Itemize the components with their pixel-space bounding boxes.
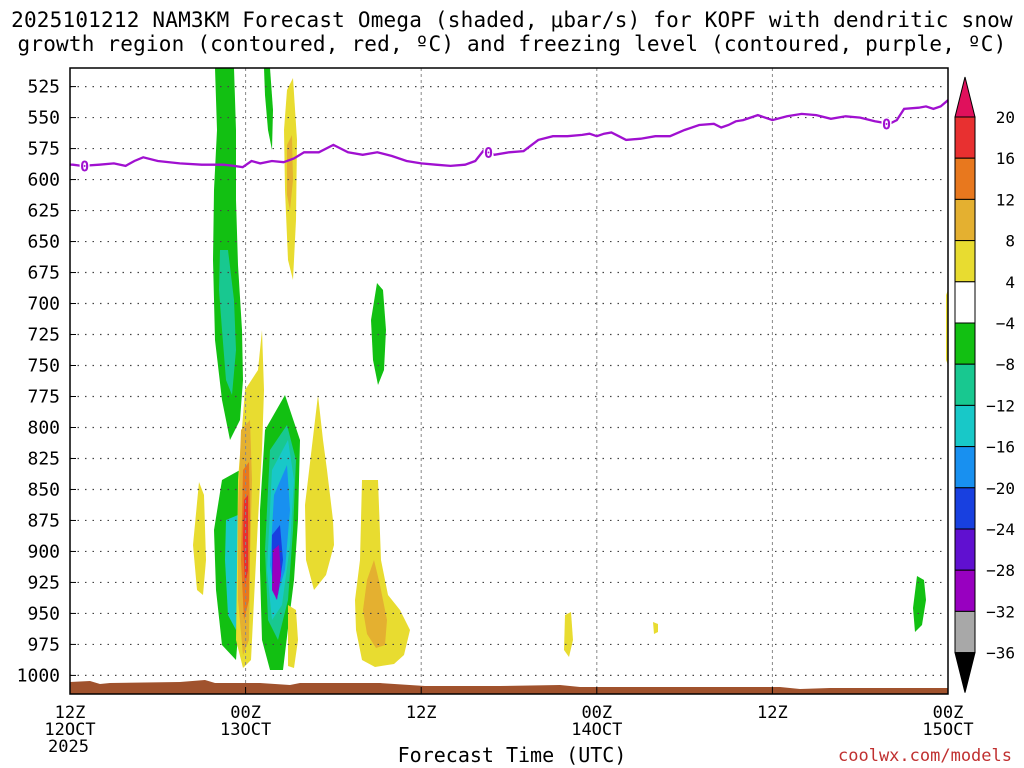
omega-region-yellow-small-low — [288, 605, 298, 668]
colorbar-bin — [954, 157, 976, 200]
colorbar-tick-label: −4 — [996, 314, 1015, 333]
credit-text: coolwx.com/models — [838, 746, 1012, 766]
colorbar-top-arrow — [954, 76, 976, 118]
y-tick-label: 775 — [27, 386, 60, 407]
colorbar-bin — [954, 569, 976, 612]
freezing-label-bg — [483, 145, 494, 159]
y-tick-label: 725 — [27, 325, 60, 346]
colorbar-bin — [954, 240, 976, 283]
colorbar-bin — [954, 363, 976, 406]
y-tick-label: 1000 — [17, 665, 60, 686]
y-tick-label: 575 — [27, 139, 60, 160]
colorbar-bin — [954, 404, 976, 448]
y-tick-label: 800 — [27, 417, 60, 438]
x-tick-label: 12Z — [757, 703, 788, 723]
colorbar-bin — [954, 116, 976, 159]
y-tick-label: 950 — [27, 603, 60, 624]
x-tick-label: 13OCT — [220, 720, 271, 740]
y-tick-label: 675 — [27, 263, 60, 284]
y-tick-label: 975 — [27, 634, 60, 655]
omega-region-yellow-right-plume — [305, 395, 334, 590]
x-tick-label: 00Z — [230, 703, 261, 723]
omega-region-teal-left-lower — [225, 515, 240, 630]
colorbar-tick-label: −24 — [986, 520, 1015, 539]
x-tick-label: 12Z — [55, 703, 86, 723]
pressure-axis: 525 550 575 600 625 650 675 700 725 750 775 800 825 8… — [17, 77, 76, 686]
colorbar-tick-label: −36 — [986, 644, 1015, 663]
x-tick-label: 15OCT — [922, 720, 973, 740]
y-tick-label: 700 — [27, 294, 60, 315]
omega-region-green-upper-thin — [264, 68, 273, 150]
omega-region-red-center — [243, 495, 248, 585]
colorbar-bin — [954, 528, 976, 571]
colorbar-tick-label: 4 — [1005, 273, 1015, 292]
omega-region-green-right-small — [913, 576, 926, 632]
freezing-level-labels: 0 0 0 — [79, 115, 892, 176]
x-axis-title: Forecast Time (UTC) — [397, 743, 627, 767]
colorbar-bin — [954, 322, 976, 365]
colorbar-bin — [954, 487, 976, 530]
freezing-level-label: 0 — [882, 115, 891, 133]
x-tick-label: 12Z — [406, 703, 437, 723]
y-tick-label: 875 — [27, 510, 60, 531]
freezing-level-contour — [70, 98, 948, 169]
x-tick-label: 12OCT — [44, 720, 95, 740]
omega-region-yellow-left — [193, 482, 206, 595]
y-tick-label: 525 — [27, 77, 60, 98]
colorbar-tick-label: −20 — [986, 479, 1015, 498]
colorbar-tick-label: 20 — [996, 108, 1015, 127]
x-tick-label: 00Z — [933, 703, 964, 723]
colorbar-tick-label: −16 — [986, 438, 1015, 457]
y-tick-label: 650 — [27, 232, 60, 253]
omega-descent-shading — [193, 78, 948, 668]
colorbar-bottom-arrow — [954, 652, 976, 693]
freezing-level-label: 0 — [80, 158, 89, 176]
omega-region-orange-lower-blob — [363, 560, 387, 648]
freezing-level-label: 0 — [484, 144, 493, 162]
y-tick-label: 600 — [27, 170, 60, 191]
y-tick-label: 625 — [27, 201, 60, 222]
omega-region-violet-main — [272, 545, 281, 600]
y-tick-label: 550 — [27, 108, 60, 129]
colorbar-tick-label: 12 — [996, 190, 1015, 209]
x-tick-label: 14OCT — [571, 720, 622, 740]
freezing-label-bg — [881, 117, 892, 131]
y-tick-label: 825 — [27, 448, 60, 469]
time-gridlines — [245, 68, 773, 694]
y-tick-label: 925 — [27, 572, 60, 593]
colorbar-bin — [954, 198, 976, 242]
colorbar-tick-label: 8 — [1005, 232, 1015, 251]
omega-region-teal-upper — [219, 250, 236, 395]
x-tick-label: 00Z — [581, 703, 612, 723]
colorbar-bin — [954, 610, 976, 654]
freezing-label-bg — [79, 159, 90, 173]
chart-title-line-1: 2025101212 NAM3KM Forecast Omega (shaded… — [11, 8, 1013, 32]
colorbar-tick-label: −28 — [986, 561, 1015, 580]
colorbar-bin — [954, 446, 976, 489]
omega-region-orange-upper-narrow — [287, 135, 293, 210]
colorbar-tick-label: −32 — [986, 602, 1015, 621]
y-tick-label: 900 — [27, 541, 60, 562]
omega-region-yellow-tiny-1 — [564, 612, 573, 657]
plot-frame — [69, 67, 949, 695]
y-tick-label: 850 — [27, 479, 60, 500]
colorbar-bin — [954, 281, 976, 324]
colorbar-tick-label: −12 — [986, 396, 1015, 415]
colorbar-tick-label: −8 — [996, 355, 1015, 374]
colorbar-tick-label: 16 — [996, 149, 1015, 168]
chart-title-line-2: growth region (contoured, red, ºC) and f… — [17, 32, 1007, 56]
terrain-ground — [70, 680, 948, 694]
omega-region-yellow-tiny-2 — [653, 622, 658, 634]
plot-area: 0 0 0 — [70, 68, 948, 694]
omega-colorbar: 20 16 12 8 4 −4 −8 −12 −16 −20 −24 −28 −32 −36 — [954, 76, 1015, 693]
omega-shading — [213, 68, 926, 670]
y-tick-label: 750 — [27, 356, 60, 377]
x-tick-label: 2025 — [48, 737, 89, 757]
